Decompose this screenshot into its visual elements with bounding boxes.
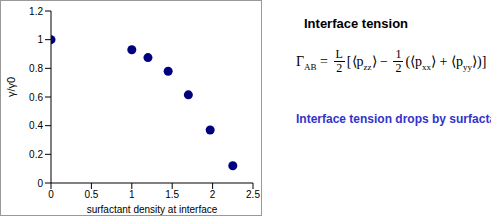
svg-text:2: 2	[210, 189, 216, 200]
svg-text:0.8: 0.8	[29, 63, 43, 74]
svg-text:1: 1	[129, 189, 135, 200]
svg-text:γ/γ0: γ/γ0	[8, 77, 17, 97]
svg-text:0: 0	[48, 189, 54, 200]
html-text:ΓAB= L: ΓAB= L	[296, 47, 343, 72]
svg-text:1: 1	[37, 34, 43, 45]
html-text:2 (⟨pxx⟩ + ⟨pyy⟩)]: 2 (⟨pxx⟩ + ⟨pyy⟩)]	[395, 54, 487, 75]
html-text:Interface tension: Interface tension	[304, 16, 408, 31]
svg-text:2.5: 2.5	[246, 189, 260, 200]
svg-text:0.2: 0.2	[29, 149, 43, 160]
svg-text:0.5: 0.5	[84, 189, 98, 200]
html-text:2 [⟨pzz⟩ − 1: 2 [⟨pzz⟩ − 1	[336, 47, 402, 75]
svg-text:surfactant density at interfac: surfactant density at interface	[87, 204, 218, 215]
svg-text:0.4: 0.4	[29, 120, 43, 131]
svg-text:0: 0	[37, 178, 43, 189]
svg-text:1.5: 1.5	[165, 189, 179, 200]
svg-text:1.2: 1.2	[29, 6, 43, 17]
svg-text:0.6: 0.6	[29, 92, 43, 103]
